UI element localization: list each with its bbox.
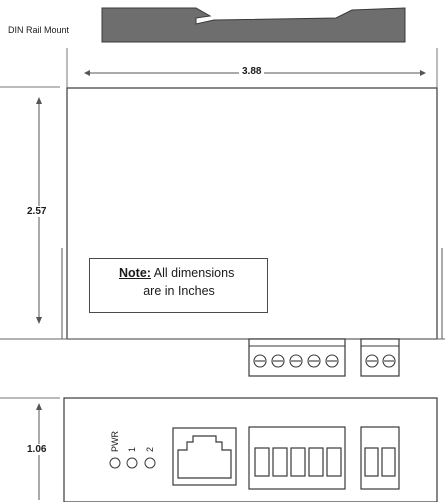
width-arrow-right xyxy=(420,70,426,76)
terminal-block-5-front xyxy=(248,426,346,490)
unit-note-box: Note: All dimensions are in Inches xyxy=(89,258,268,313)
unit-note-text-2: are in Inches xyxy=(143,284,215,298)
height-arrow-bottom xyxy=(36,317,42,324)
height-arrow-top xyxy=(36,97,42,104)
led-2-label: 2 xyxy=(145,446,155,452)
din-rail-label: DIN Rail Mount xyxy=(8,25,70,35)
depth-dimension-label: 1.06 xyxy=(24,444,50,455)
unit-note-heading: Note: xyxy=(119,266,151,280)
terminal-block-2-front xyxy=(360,426,400,490)
unit-note-line-1: Note: All dimensions xyxy=(119,266,234,280)
led-pwr xyxy=(109,457,121,469)
terminal-screws-5 xyxy=(253,354,339,368)
width-dimension-label: 3.88 xyxy=(239,66,265,77)
led-pwr-label: PWR xyxy=(110,431,120,452)
led-1 xyxy=(126,457,138,469)
led-1-label: 1 xyxy=(127,446,137,452)
led-2 xyxy=(144,457,156,469)
unit-note-text-1: All dimensions xyxy=(153,266,235,280)
width-arrow-left xyxy=(84,70,90,76)
ethernet-port xyxy=(172,427,237,486)
depth-arrow-top xyxy=(36,403,42,410)
din-rail-mount-shape xyxy=(101,7,406,43)
height-dimension-label: 2.57 xyxy=(24,206,50,217)
terminal-screws-2 xyxy=(365,354,396,368)
